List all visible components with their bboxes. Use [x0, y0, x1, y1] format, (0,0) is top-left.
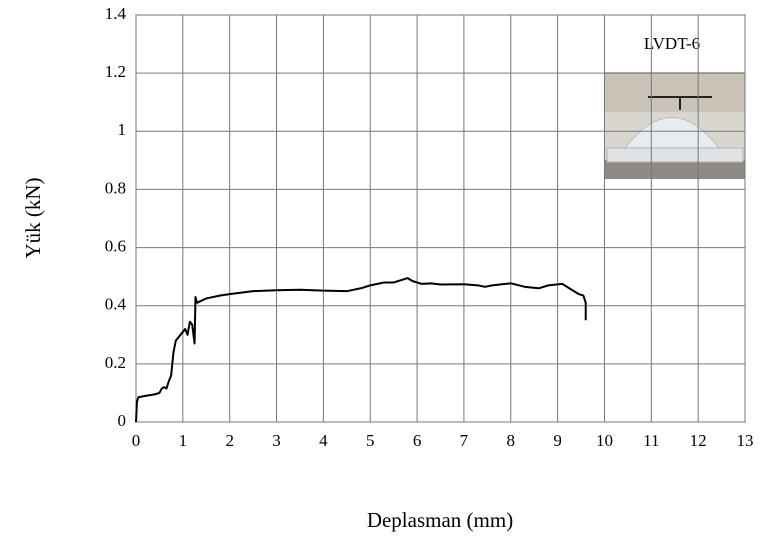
annotation: LVDT-6 — [644, 34, 700, 53]
y-tick-label: 1.2 — [105, 62, 126, 81]
x-tick-label: 2 — [225, 431, 234, 450]
x-tick-label: 12 — [690, 431, 707, 450]
data-line — [135, 277, 587, 423]
y-tick-label: 0.6 — [105, 236, 126, 255]
x-tick-label: 7 — [460, 431, 469, 450]
x-tick-label: 10 — [596, 431, 613, 450]
x-tick-label: 5 — [366, 431, 375, 450]
x-axis-label: Deplasman (mm) — [367, 508, 513, 532]
y-tick-label: 0.4 — [105, 295, 127, 314]
x-tick-label: 4 — [319, 431, 328, 450]
x-tick-label: 8 — [507, 431, 516, 450]
x-tick-label: 3 — [272, 431, 281, 450]
x-tick-label: 13 — [737, 431, 754, 450]
y-tick-label: 0 — [118, 411, 127, 430]
x-tick-label: 11 — [643, 431, 659, 450]
y-tick-label: 0.8 — [105, 178, 126, 197]
y-tick-label: 1 — [118, 120, 127, 139]
y-tick-label: 1.4 — [105, 4, 127, 23]
x-tick-label: 9 — [553, 431, 562, 450]
y-tick-label: 0.2 — [105, 353, 126, 372]
inset-photo — [604, 72, 745, 179]
x-tick-label: 1 — [179, 431, 188, 450]
x-tick-label: 6 — [413, 431, 422, 450]
x-tick-label: 0 — [132, 431, 141, 450]
y-axis-label: Yük (kN) — [21, 177, 45, 258]
